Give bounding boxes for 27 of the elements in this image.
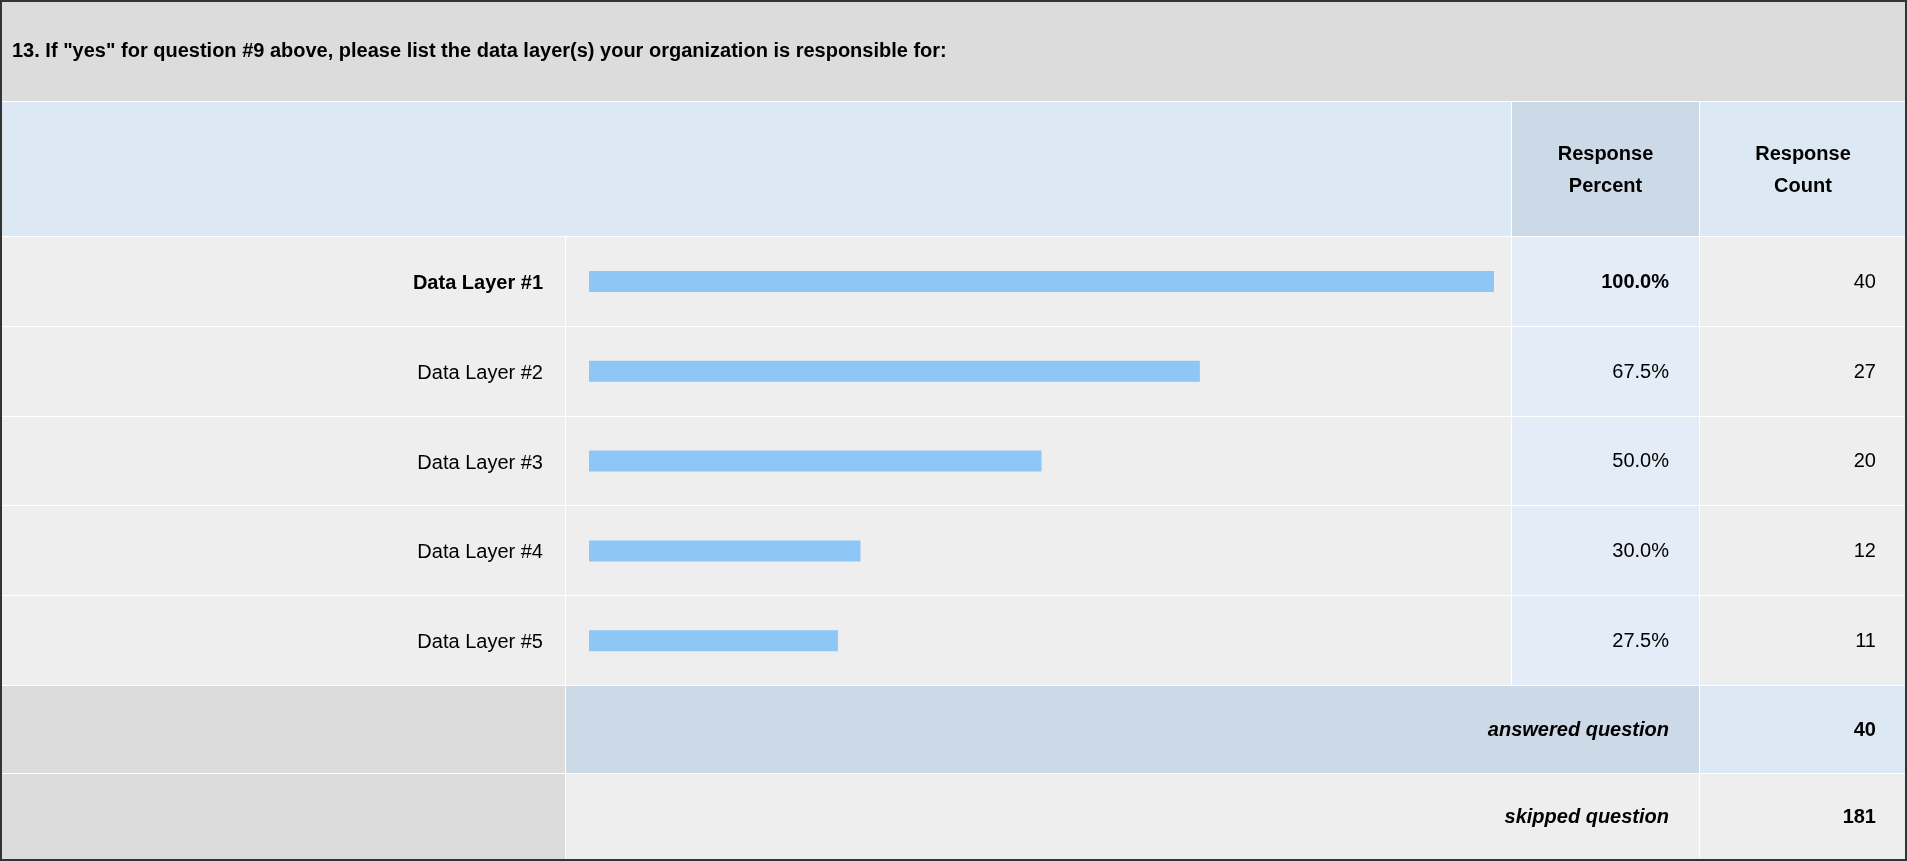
table-cell: 27: [1700, 326, 1907, 417]
y-tick-label: Data Layer #2: [417, 360, 543, 383]
y-tick-label: Data Layer #5: [417, 630, 543, 653]
table-cell: 40: [1700, 237, 1907, 327]
table-cell: 27.5%: [1512, 596, 1700, 686]
table-cell: 20: [1700, 416, 1907, 507]
table-cell: 40: [1700, 686, 1907, 774]
table-cell: skipped question: [566, 773, 1700, 861]
y-tick-label: Data Layer #3: [417, 450, 543, 473]
table-cell: 13. If "yes" for question #9 above, please list the data layer(s) your organization is responsible for:: [0, 0, 1907, 102]
bar: [589, 630, 838, 652]
table-cell: 181: [1700, 773, 1907, 861]
bar: [589, 360, 1200, 382]
bar: [589, 540, 861, 562]
table-cell: 12: [1700, 506, 1907, 597]
table-cell: Response Percent: [1512, 102, 1700, 237]
table-cell: 50.0%: [1512, 416, 1700, 507]
bar: [589, 271, 1494, 292]
table-cell: Response Count: [1700, 102, 1907, 237]
y-tick-label: Data Layer #1: [412, 270, 543, 293]
table-cell: 100.0%: [1512, 237, 1700, 327]
bar: [589, 450, 1042, 472]
table-cell: answered question: [566, 686, 1700, 774]
y-tick-label: Data Layer #4: [417, 540, 543, 563]
table-cell: 67.5%: [1512, 326, 1700, 417]
table-cell: 11: [1700, 596, 1907, 686]
table-cell: 30.0%: [1512, 506, 1700, 597]
